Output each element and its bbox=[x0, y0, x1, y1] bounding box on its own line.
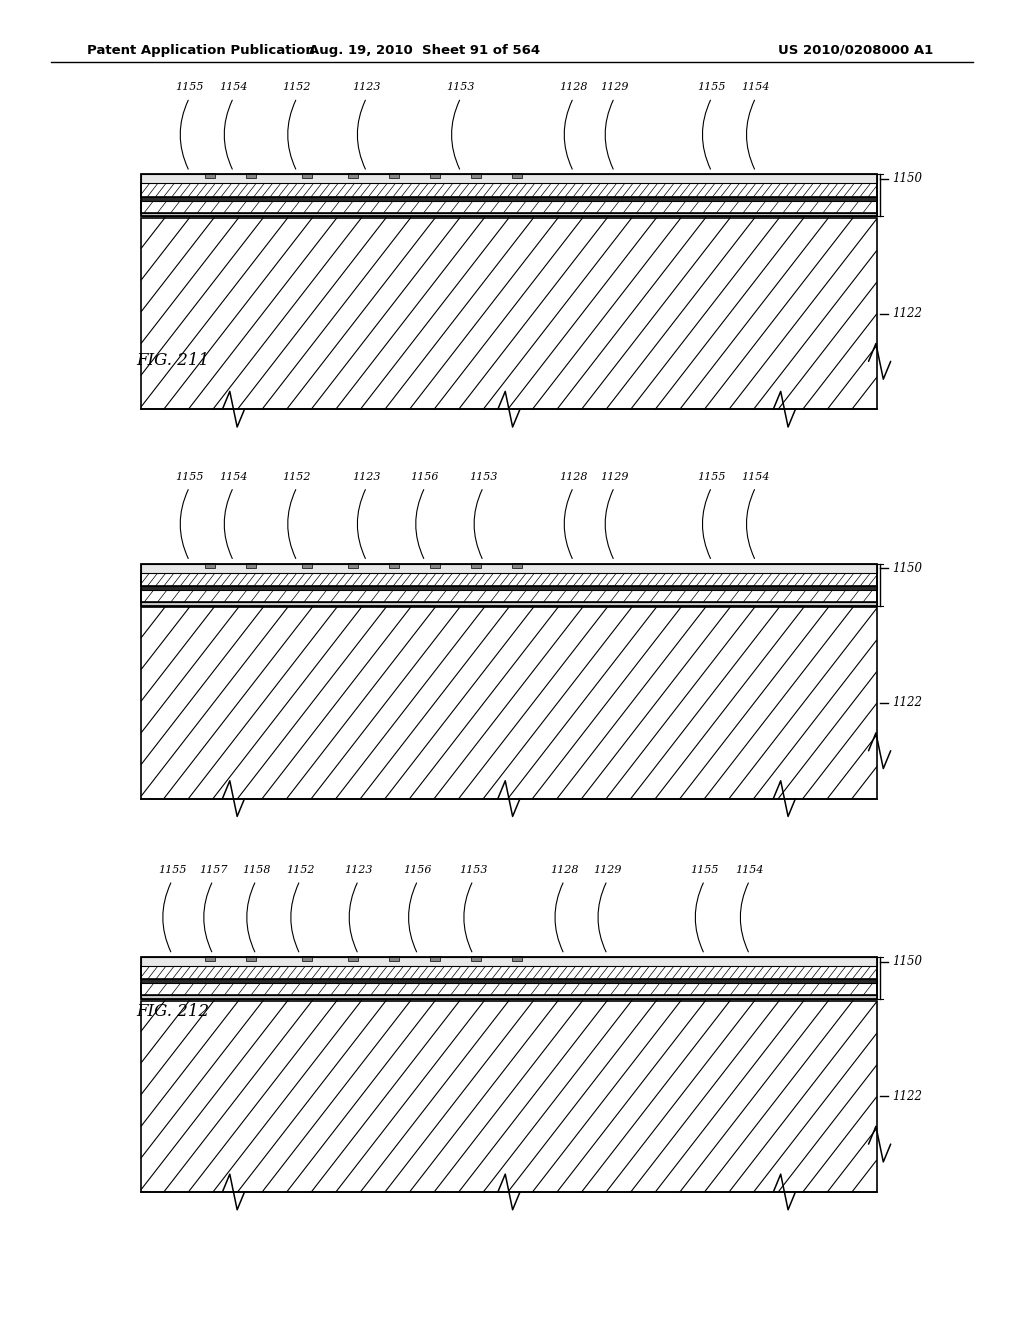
Bar bbox=[430, 562, 440, 568]
Bar bbox=[141, 979, 877, 983]
Bar bbox=[141, 966, 877, 979]
Bar bbox=[141, 174, 877, 183]
Bar bbox=[205, 562, 215, 568]
Bar bbox=[389, 956, 399, 961]
Bar bbox=[141, 564, 877, 573]
Text: 1155: 1155 bbox=[697, 82, 726, 92]
Bar bbox=[141, 957, 877, 999]
Text: 1154: 1154 bbox=[219, 82, 248, 92]
Text: 1152: 1152 bbox=[286, 865, 314, 875]
Bar bbox=[389, 562, 399, 568]
Bar bbox=[430, 956, 440, 961]
Bar bbox=[141, 995, 877, 999]
Bar bbox=[141, 564, 877, 606]
Bar bbox=[389, 173, 399, 178]
Text: 1123: 1123 bbox=[344, 865, 373, 875]
Bar bbox=[141, 197, 877, 201]
Text: 1122: 1122 bbox=[892, 697, 922, 709]
Text: US 2010/0208000 A1: US 2010/0208000 A1 bbox=[778, 44, 934, 57]
Bar bbox=[348, 173, 358, 178]
Bar bbox=[141, 174, 877, 216]
Bar bbox=[512, 562, 522, 568]
Text: 1153: 1153 bbox=[459, 865, 487, 875]
Text: 1155: 1155 bbox=[690, 865, 719, 875]
Text: 1129: 1129 bbox=[600, 82, 629, 92]
Bar bbox=[141, 213, 877, 216]
Bar bbox=[246, 562, 256, 568]
Text: 1155: 1155 bbox=[175, 82, 204, 92]
Text: Aug. 19, 2010  Sheet 91 of 564: Aug. 19, 2010 Sheet 91 of 564 bbox=[309, 44, 541, 57]
Bar bbox=[141, 586, 877, 590]
Text: 1122: 1122 bbox=[892, 308, 922, 319]
Text: 1157: 1157 bbox=[199, 865, 227, 875]
Text: 1156: 1156 bbox=[411, 471, 439, 482]
Bar bbox=[205, 173, 215, 178]
Bar bbox=[471, 173, 481, 178]
Text: 1128: 1128 bbox=[550, 865, 579, 875]
Bar bbox=[246, 956, 256, 961]
Text: 1123: 1123 bbox=[352, 82, 381, 92]
Text: 1154: 1154 bbox=[741, 471, 770, 482]
Bar bbox=[471, 956, 481, 961]
Text: FIG. 211: FIG. 211 bbox=[136, 352, 209, 370]
Text: 1123: 1123 bbox=[352, 471, 381, 482]
Text: 1155: 1155 bbox=[158, 865, 186, 875]
Bar bbox=[302, 173, 312, 178]
Bar bbox=[348, 956, 358, 961]
Text: 1122: 1122 bbox=[892, 1090, 922, 1102]
Text: 1150: 1150 bbox=[892, 956, 922, 968]
Bar bbox=[348, 562, 358, 568]
Text: 1152: 1152 bbox=[283, 82, 311, 92]
Bar bbox=[141, 607, 877, 799]
Bar bbox=[141, 957, 877, 966]
Bar bbox=[141, 602, 877, 606]
Text: 1154: 1154 bbox=[741, 82, 770, 92]
Text: 1129: 1129 bbox=[600, 471, 629, 482]
Bar bbox=[205, 956, 215, 961]
Text: 1152: 1152 bbox=[283, 471, 311, 482]
Bar bbox=[141, 573, 877, 586]
Text: 1154: 1154 bbox=[219, 471, 248, 482]
Text: 1153: 1153 bbox=[469, 471, 498, 482]
Text: 1155: 1155 bbox=[175, 471, 204, 482]
Bar bbox=[302, 956, 312, 961]
Bar bbox=[512, 173, 522, 178]
Bar bbox=[141, 1001, 877, 1192]
Text: 1158: 1158 bbox=[242, 865, 270, 875]
Text: 1153: 1153 bbox=[446, 82, 475, 92]
Bar bbox=[141, 590, 877, 602]
Bar bbox=[141, 218, 877, 409]
Bar bbox=[471, 562, 481, 568]
Bar bbox=[430, 173, 440, 178]
Text: 1150: 1150 bbox=[892, 173, 922, 185]
Text: 1156: 1156 bbox=[403, 865, 432, 875]
Text: 1150: 1150 bbox=[892, 562, 922, 574]
Bar bbox=[141, 183, 877, 197]
Bar bbox=[302, 562, 312, 568]
Bar bbox=[246, 173, 256, 178]
Text: 1154: 1154 bbox=[735, 865, 764, 875]
Text: 1128: 1128 bbox=[559, 471, 588, 482]
Text: 1129: 1129 bbox=[593, 865, 622, 875]
Text: 1128: 1128 bbox=[559, 82, 588, 92]
Text: 1155: 1155 bbox=[697, 471, 726, 482]
Bar bbox=[141, 983, 877, 995]
Bar bbox=[512, 956, 522, 961]
Text: FIG. 212: FIG. 212 bbox=[136, 1003, 209, 1020]
Bar bbox=[141, 201, 877, 213]
Text: Patent Application Publication: Patent Application Publication bbox=[87, 44, 314, 57]
